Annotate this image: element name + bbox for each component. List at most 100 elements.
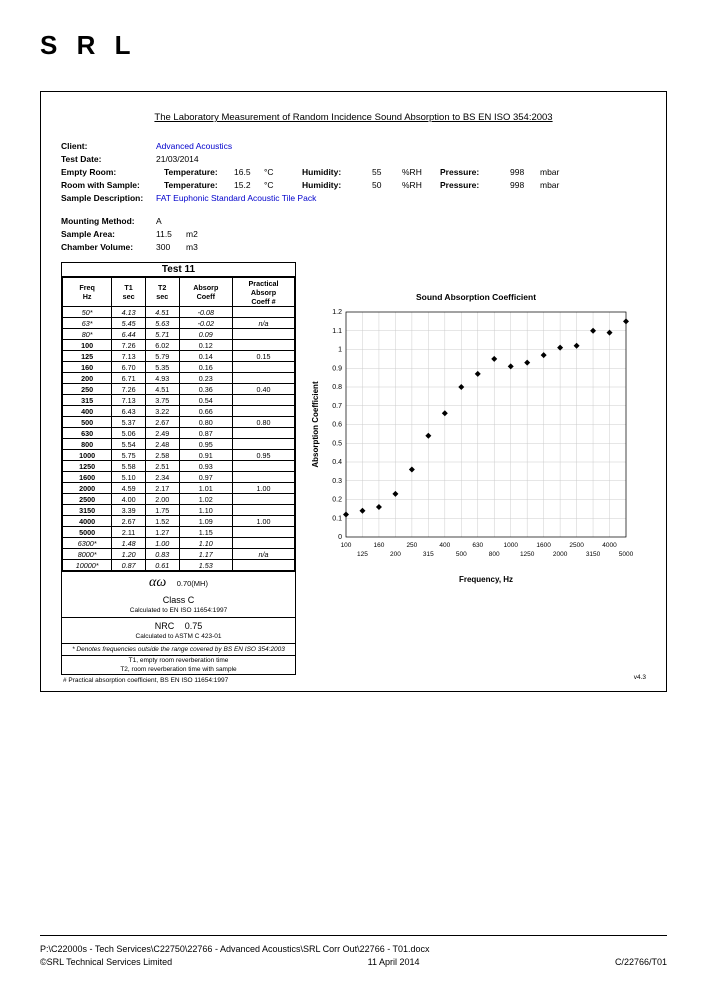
sample-desc-label: Sample Description: xyxy=(61,193,156,203)
svg-text:1.1: 1.1 xyxy=(332,328,342,335)
svg-text:400: 400 xyxy=(439,542,450,549)
absorption-chart: 00.10.20.30.40.50.60.70.80.911.11.210012… xyxy=(306,307,636,587)
svg-text:315: 315 xyxy=(423,551,434,558)
svg-text:4000: 4000 xyxy=(602,542,617,549)
press-unit2: mbar xyxy=(540,180,570,190)
table-row: 8005.542.480.95 xyxy=(63,439,295,450)
svg-text:500: 500 xyxy=(456,551,467,558)
hum2: 50 xyxy=(372,180,402,190)
vol-unit: m3 xyxy=(186,242,198,252)
press2: 998 xyxy=(510,180,540,190)
t2-note: T2, room reverberation time with sample xyxy=(62,665,295,674)
svg-text:160: 160 xyxy=(374,542,385,549)
table-row: 4006.433.220.66 xyxy=(63,406,295,417)
svg-text:125: 125 xyxy=(357,551,368,558)
svg-text:1250: 1250 xyxy=(520,551,535,558)
foot-left: # Practical absorption coefficient, BS E… xyxy=(63,677,228,684)
table-row: 1606.705.350.16 xyxy=(63,362,295,373)
th-t1: T1sec xyxy=(112,278,146,307)
table-row: 3157.133.750.54 xyxy=(63,395,295,406)
class-c: Class C xyxy=(64,595,293,605)
date-label: Test Date: xyxy=(61,154,156,164)
svg-text:250: 250 xyxy=(406,542,417,549)
test-name: Test 11 xyxy=(62,263,295,277)
date-value: 21/03/2014 xyxy=(156,154,199,164)
table-row: 2006.714.930.23 xyxy=(63,373,295,384)
denote: * Denotes frequencies outside the range … xyxy=(62,643,295,655)
table-row: 20004.592.171.011.00 xyxy=(63,483,295,494)
empty-room-label: Empty Room: xyxy=(61,167,156,177)
table-row: 1007.266.020.12 xyxy=(63,340,295,351)
hum-unit2: %RH xyxy=(402,180,432,190)
table-row: 63*5.455.63-0.02n/a xyxy=(63,318,295,329)
table-row: 50002.111.271.15 xyxy=(63,527,295,538)
nrc-label: NRC xyxy=(155,621,175,631)
sample-desc: FAT Euphonic Standard Acoustic Tile Pack xyxy=(156,193,316,203)
table-row: 25004.002.001.02 xyxy=(63,494,295,505)
table-row: 1257.135.790.140.15 xyxy=(63,351,295,362)
hum-label: Humidity: xyxy=(302,167,372,177)
logo: S R L xyxy=(40,30,667,61)
svg-text:0.7: 0.7 xyxy=(332,403,342,410)
svg-text:630: 630 xyxy=(472,542,483,549)
hum-label2: Humidity: xyxy=(302,180,372,190)
page-footer: P:\C22000s - Tech Services\C22750\22766 … xyxy=(40,935,667,970)
nrc-val: 0.75 xyxy=(185,621,203,631)
table-row: 8000*1.200.831.17n/a xyxy=(63,549,295,560)
temp-label: Temperature: xyxy=(164,167,234,177)
footer-copyright: ©SRL Technical Services Limited xyxy=(40,957,172,967)
report-box: The Laboratory Measurement of Random Inc… xyxy=(40,91,667,692)
svg-text:0.6: 0.6 xyxy=(332,422,342,429)
hum-unit: %RH xyxy=(402,167,432,177)
svg-text:0.3: 0.3 xyxy=(332,478,342,485)
client-value: Advanced Acoustics xyxy=(156,141,232,151)
temp2: 15.2 xyxy=(234,180,264,190)
chart-title: Sound Absorption Coefficient xyxy=(306,292,646,302)
press-unit: mbar xyxy=(540,167,570,177)
table-row: 50*4.134.51-0.08 xyxy=(63,307,295,318)
temp1: 16.5 xyxy=(234,167,264,177)
class-note: Calculated to EN ISO 11654:1997 xyxy=(64,607,293,614)
footer-date: 11 April 2014 xyxy=(368,957,420,967)
table-row: 40002.671.521.091.00 xyxy=(63,516,295,527)
table-row: 6300*1.481.001.10 xyxy=(63,538,295,549)
mount-label: Mounting Method: xyxy=(61,216,156,226)
svg-text:0.4: 0.4 xyxy=(332,459,342,466)
table-row: 31503.391.751.10 xyxy=(63,505,295,516)
press-label2: Pressure: xyxy=(440,180,510,190)
table-row: 10005.752.580.910.95 xyxy=(63,450,295,461)
temp-unit: °C xyxy=(264,167,294,177)
table-row: 2507.264.510.360.40 xyxy=(63,384,295,395)
area: 11.5 xyxy=(156,229,186,239)
client-label: Client: xyxy=(61,141,156,151)
report-title: The Laboratory Measurement of Random Inc… xyxy=(61,112,646,123)
svg-text:Frequency, Hz: Frequency, Hz xyxy=(459,575,513,584)
data-table: Test 11 FreqHz T1sec T2sec AbsorpCoeff P… xyxy=(61,262,296,675)
area-label: Sample Area: xyxy=(61,229,156,239)
th-prac: PracticalAbsorpCoeff # xyxy=(233,278,295,307)
svg-text:0.2: 0.2 xyxy=(332,497,342,504)
aw-symbol: αω xyxy=(149,575,166,590)
svg-text:0.8: 0.8 xyxy=(332,384,342,391)
svg-text:1000: 1000 xyxy=(503,542,518,549)
t1-note: T1, empty room reverberation time xyxy=(62,655,295,665)
table-row: 12505.582.510.93 xyxy=(63,461,295,472)
svg-text:0.5: 0.5 xyxy=(332,440,342,447)
svg-text:1600: 1600 xyxy=(536,542,551,549)
room-sample-label: Room with Sample: xyxy=(61,180,156,190)
hum1: 55 xyxy=(372,167,402,177)
aw-block: αω 0.70(MH) Class C Calculated to EN ISO… xyxy=(62,571,295,617)
table-row: 10000*0.870.611.53 xyxy=(63,560,295,571)
vol: 300 xyxy=(156,242,186,252)
press-label: Pressure: xyxy=(440,167,510,177)
temp-label2: Temperature: xyxy=(164,180,234,190)
area-unit: m2 xyxy=(186,229,198,239)
svg-text:200: 200 xyxy=(390,551,401,558)
svg-text:800: 800 xyxy=(489,551,500,558)
nrc-note: Calculated to ASTM C 423-01 xyxy=(64,633,293,640)
svg-text:1: 1 xyxy=(338,347,342,354)
vol-label: Chamber Volume: xyxy=(61,242,156,252)
svg-text:0: 0 xyxy=(338,534,342,541)
svg-text:Absorption Coefficient: Absorption Coefficient xyxy=(311,381,320,468)
nrc-block: NRC 0.75 Calculated to ASTM C 423-01 xyxy=(62,617,295,643)
